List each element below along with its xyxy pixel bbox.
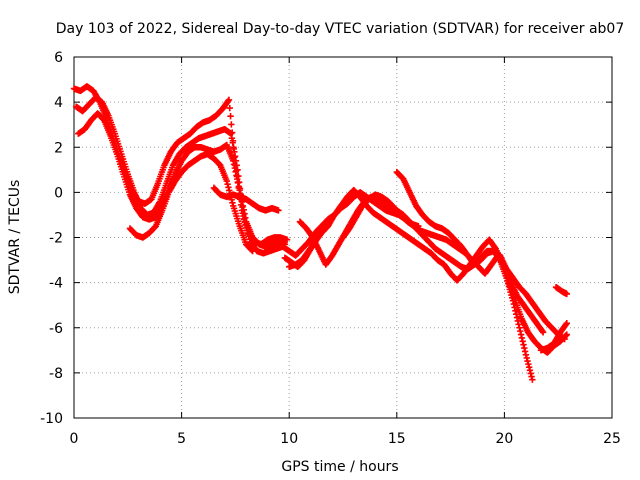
data-point: [230, 161, 238, 168]
data-point: [228, 135, 236, 142]
data-point: [319, 226, 327, 233]
series-arc-10: [281, 225, 327, 271]
data-point: [239, 202, 247, 210]
axis-ticks: 0 5 10 15 20 25 -10 -8 -6 -4 -2 0 2 4 6: [40, 50, 621, 447]
y-axis-label: SDTVAR / TECUs: [7, 180, 23, 295]
x-tick-label: 20: [495, 431, 513, 447]
data-point: [512, 307, 519, 315]
data-point: [515, 321, 522, 328]
data-point: [223, 177, 230, 185]
data-point: [234, 179, 242, 186]
data-point: [231, 164, 239, 172]
data-point: [234, 175, 241, 183]
data-point: [529, 376, 536, 383]
series-arc-3: [75, 110, 289, 250]
data-point: [227, 113, 234, 120]
data-point: [539, 327, 546, 335]
data-point: [539, 329, 547, 336]
x-tick-label: 10: [280, 431, 298, 447]
data-point: [521, 344, 528, 352]
data-point: [229, 139, 236, 146]
data-point: [283, 236, 291, 243]
data-point: [521, 348, 529, 355]
y-tick-label: 2: [54, 140, 63, 156]
data-point: [226, 187, 233, 194]
data-point: [227, 130, 235, 137]
data-point: [233, 172, 240, 179]
data-point: [225, 96, 233, 104]
x-tick-label: 5: [177, 431, 186, 447]
data-point: [224, 97, 232, 105]
data-point: [525, 364, 533, 371]
data-point: [230, 144, 237, 151]
data-point: [236, 186, 243, 194]
data-point: [241, 210, 248, 218]
x-tick-label: 15: [388, 431, 406, 447]
y-tick-label: -6: [49, 321, 63, 337]
data-point: [230, 157, 237, 164]
y-tick-label: -8: [49, 366, 63, 382]
data-point: [275, 207, 282, 214]
data-point: [226, 104, 233, 112]
data-point: [248, 246, 256, 254]
data-point: [511, 304, 518, 311]
x-tick-label: 25: [603, 431, 621, 447]
data-point: [520, 341, 527, 348]
data-point: [513, 314, 521, 321]
data-point: [225, 184, 232, 191]
series-arc-6: [286, 186, 571, 356]
data-point: [281, 241, 289, 248]
data-point: [563, 331, 571, 338]
chart-title: Day 103 of 2022, Sidereal Day-to-day VTE…: [56, 21, 625, 37]
data-point: [240, 206, 247, 214]
data-point: [510, 300, 518, 308]
series-arc-11: [537, 320, 571, 354]
series-arc-5: [210, 184, 282, 214]
data-point: [235, 183, 243, 190]
data-point: [320, 225, 327, 232]
data-point: [562, 321, 570, 328]
data-point: [517, 327, 524, 335]
data-point: [522, 351, 530, 359]
data-point: [525, 360, 532, 368]
data-point: [528, 373, 535, 380]
series-arc-12: [552, 283, 571, 298]
data-point: [563, 320, 571, 327]
data-point: [229, 199, 236, 207]
data-point: [513, 311, 520, 318]
x-tick-label: 0: [70, 431, 79, 447]
y-tick-label: 6: [54, 50, 63, 66]
data-point: [518, 334, 526, 342]
data-point: [526, 367, 534, 374]
y-tick-label: 0: [54, 185, 63, 201]
data-point: [516, 324, 523, 331]
y-tick-label: -4: [49, 276, 63, 292]
data-point: [228, 121, 235, 128]
data-point: [561, 335, 568, 343]
y-tick-label: -10: [40, 411, 63, 427]
data-point: [514, 317, 522, 325]
data-point: [523, 354, 530, 362]
data-point: [519, 338, 526, 345]
data-point: [231, 148, 238, 155]
data-point: [524, 357, 531, 365]
data-point: [509, 297, 517, 304]
data-point: [224, 180, 231, 188]
x-axis-label: GPS time / hours: [281, 459, 398, 475]
data-point: [517, 331, 525, 338]
y-tick-label: 4: [54, 95, 63, 111]
data-point: [242, 214, 249, 221]
data-point: [563, 290, 571, 298]
data-point: [527, 370, 534, 377]
data-point: [232, 168, 239, 175]
series-arc-4: [126, 150, 256, 255]
data-point: [249, 247, 256, 255]
y-tick-label: -2: [49, 231, 63, 247]
data-points: [70, 83, 571, 383]
